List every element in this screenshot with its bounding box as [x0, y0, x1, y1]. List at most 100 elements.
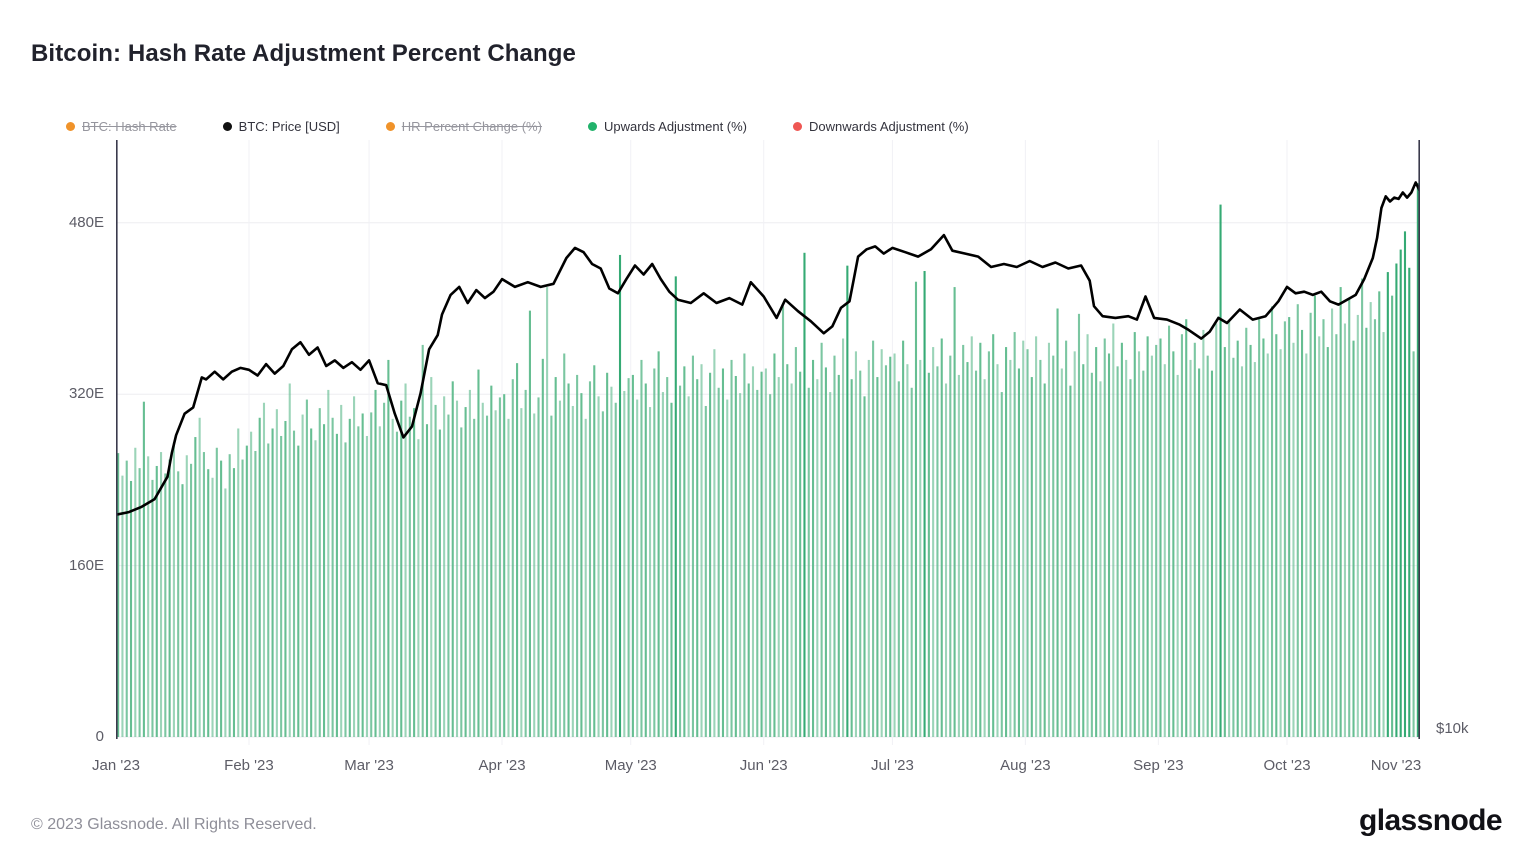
- upwards-adjustment-bar[interactable]: [181, 484, 184, 737]
- upwards-adjustment-bar[interactable]: [700, 364, 703, 737]
- upwards-adjustment-bar[interactable]: [185, 455, 188, 737]
- upwards-adjustment-bar[interactable]: [357, 426, 360, 737]
- upwards-adjustment-bar[interactable]: [1133, 332, 1136, 737]
- upwards-adjustment-bar[interactable]: [322, 424, 326, 737]
- upwards-adjustment-bar[interactable]: [760, 371, 763, 737]
- upwards-adjustment-bar[interactable]: [430, 377, 433, 737]
- upwards-adjustment-bar[interactable]: [1391, 295, 1394, 737]
- upwards-adjustment-bar[interactable]: [876, 377, 879, 737]
- upwards-adjustment-bar[interactable]: [117, 453, 120, 737]
- upwards-adjustment-bar[interactable]: [498, 397, 501, 737]
- upwards-adjustment-bar[interactable]: [1279, 349, 1282, 737]
- upwards-adjustment-bar[interactable]: [1373, 319, 1377, 737]
- upwards-adjustment-bar[interactable]: [1305, 353, 1308, 737]
- upwards-adjustment-bar[interactable]: [550, 415, 553, 738]
- upwards-adjustment-bar[interactable]: [353, 396, 356, 737]
- upwards-adjustment-bar[interactable]: [147, 456, 150, 737]
- upwards-adjustment-bar[interactable]: [824, 367, 827, 737]
- legend-item-hr-percent-change[interactable]: HR Percent Change (%): [385, 119, 542, 134]
- upwards-adjustment-bar[interactable]: [880, 349, 883, 737]
- upwards-adjustment-bar[interactable]: [726, 399, 729, 737]
- upwards-adjustment-bar[interactable]: [1176, 374, 1179, 737]
- upwards-adjustment-bar[interactable]: [1159, 338, 1162, 738]
- upwards-adjustment-bar[interactable]: [739, 393, 742, 737]
- upwards-adjustment-bar[interactable]: [301, 414, 304, 737]
- upwards-adjustment-bar[interactable]: [224, 488, 227, 737]
- upwards-adjustment-bar[interactable]: [142, 401, 145, 737]
- upwards-adjustment-bar[interactable]: [850, 379, 853, 737]
- upwards-adjustment-bar[interactable]: [1365, 327, 1368, 737]
- upwards-adjustment-bar[interactable]: [1296, 304, 1299, 737]
- upwards-adjustment-bar[interactable]: [490, 385, 493, 737]
- upwards-adjustment-bar[interactable]: [1099, 381, 1102, 737]
- upwards-adjustment-bar[interactable]: [404, 383, 407, 737]
- upwards-adjustment-bar[interactable]: [1348, 297, 1351, 737]
- upwards-adjustment-bar[interactable]: [1198, 368, 1201, 737]
- upwards-adjustment-bar[interactable]: [610, 386, 613, 737]
- upwards-adjustment-bar[interactable]: [717, 387, 720, 737]
- upwards-adjustment-bar[interactable]: [769, 394, 772, 737]
- upwards-adjustment-bar[interactable]: [657, 351, 660, 737]
- upwards-adjustment-bar[interactable]: [648, 407, 652, 737]
- upwards-adjustment-bar[interactable]: [528, 310, 531, 737]
- upwards-adjustment-bar[interactable]: [923, 271, 926, 737]
- legend-item-downwards-adjustment[interactable]: Downwards Adjustment (%): [793, 119, 969, 134]
- upwards-adjustment-bar[interactable]: [202, 452, 205, 737]
- upwards-adjustment-bar[interactable]: [477, 369, 480, 737]
- upwards-adjustment-bar[interactable]: [395, 431, 399, 737]
- upwards-adjustment-bar[interactable]: [1052, 355, 1055, 737]
- upwards-adjustment-bar[interactable]: [284, 420, 287, 737]
- upwards-adjustment-bar[interactable]: [1017, 368, 1020, 737]
- upwards-adjustment-bar[interactable]: [340, 404, 343, 737]
- upwards-adjustment-bar[interactable]: [1270, 306, 1274, 737]
- upwards-adjustment-bar[interactable]: [1180, 334, 1183, 737]
- upwards-adjustment-bar[interactable]: [168, 459, 171, 737]
- upwards-adjustment-bar[interactable]: [177, 471, 180, 737]
- upwards-adjustment-bar[interactable]: [1103, 338, 1106, 738]
- upwards-adjustment-bar[interactable]: [811, 359, 815, 737]
- upwards-adjustment-bar[interactable]: [1120, 342, 1123, 737]
- upwards-adjustment-bar[interactable]: [228, 454, 231, 737]
- upwards-adjustment-bar[interactable]: [198, 417, 201, 737]
- upwards-adjustment-bar[interactable]: [232, 468, 236, 737]
- upwards-adjustment-bar[interactable]: [679, 385, 682, 737]
- upwards-adjustment-bar[interactable]: [974, 370, 978, 737]
- upwards-adjustment-bar[interactable]: [370, 412, 373, 737]
- upwards-adjustment-bar[interactable]: [413, 408, 416, 737]
- upwards-adjustment-bar[interactable]: [1300, 329, 1304, 737]
- upwards-adjustment-bar[interactable]: [1288, 317, 1291, 737]
- upwards-adjustment-bar[interactable]: [1005, 347, 1008, 737]
- upwards-adjustment-bar[interactable]: [275, 409, 278, 737]
- upwards-adjustment-bar[interactable]: [1352, 340, 1355, 737]
- upwards-adjustment-bar[interactable]: [953, 287, 956, 737]
- upwards-adjustment-bar[interactable]: [1047, 342, 1051, 737]
- upwards-adjustment-bar[interactable]: [1168, 325, 1171, 737]
- upwards-adjustment-bar[interactable]: [211, 477, 214, 737]
- upwards-adjustment-bar[interactable]: [563, 353, 566, 737]
- upwards-adjustment-bar[interactable]: [914, 281, 918, 737]
- chart-canvas[interactable]: [116, 140, 1420, 751]
- upwards-adjustment-bar[interactable]: [280, 435, 283, 737]
- upwards-adjustment-bar[interactable]: [425, 424, 429, 737]
- upwards-adjustment-bar[interactable]: [1086, 334, 1089, 737]
- upwards-adjustment-bar[interactable]: [588, 381, 592, 737]
- upwards-adjustment-bar[interactable]: [1137, 351, 1141, 737]
- upwards-adjustment-bar[interactable]: [1000, 392, 1003, 737]
- upwards-adjustment-bar[interactable]: [391, 418, 394, 737]
- upwards-adjustment-bar[interactable]: [893, 353, 896, 737]
- upwards-adjustment-bar[interactable]: [927, 372, 930, 737]
- upwards-adjustment-bar[interactable]: [992, 334, 995, 737]
- upwards-adjustment-bar[interactable]: [138, 468, 141, 737]
- upwards-adjustment-bar[interactable]: [374, 389, 377, 737]
- upwards-adjustment-bar[interactable]: [593, 365, 596, 737]
- upwards-adjustment-bar[interactable]: [387, 359, 390, 737]
- upwards-adjustment-bar[interactable]: [400, 400, 403, 737]
- upwards-adjustment-bar[interactable]: [1206, 355, 1209, 737]
- upwards-adjustment-bar[interactable]: [1249, 344, 1252, 737]
- upwards-adjustment-bar[interactable]: [1116, 366, 1119, 737]
- upwards-adjustment-bar[interactable]: [172, 442, 175, 737]
- upwards-adjustment-bar[interactable]: [966, 362, 969, 737]
- upwards-adjustment-bar[interactable]: [1245, 327, 1248, 737]
- upwards-adjustment-bar[interactable]: [944, 383, 948, 737]
- upwards-adjustment-bar[interactable]: [1258, 319, 1261, 737]
